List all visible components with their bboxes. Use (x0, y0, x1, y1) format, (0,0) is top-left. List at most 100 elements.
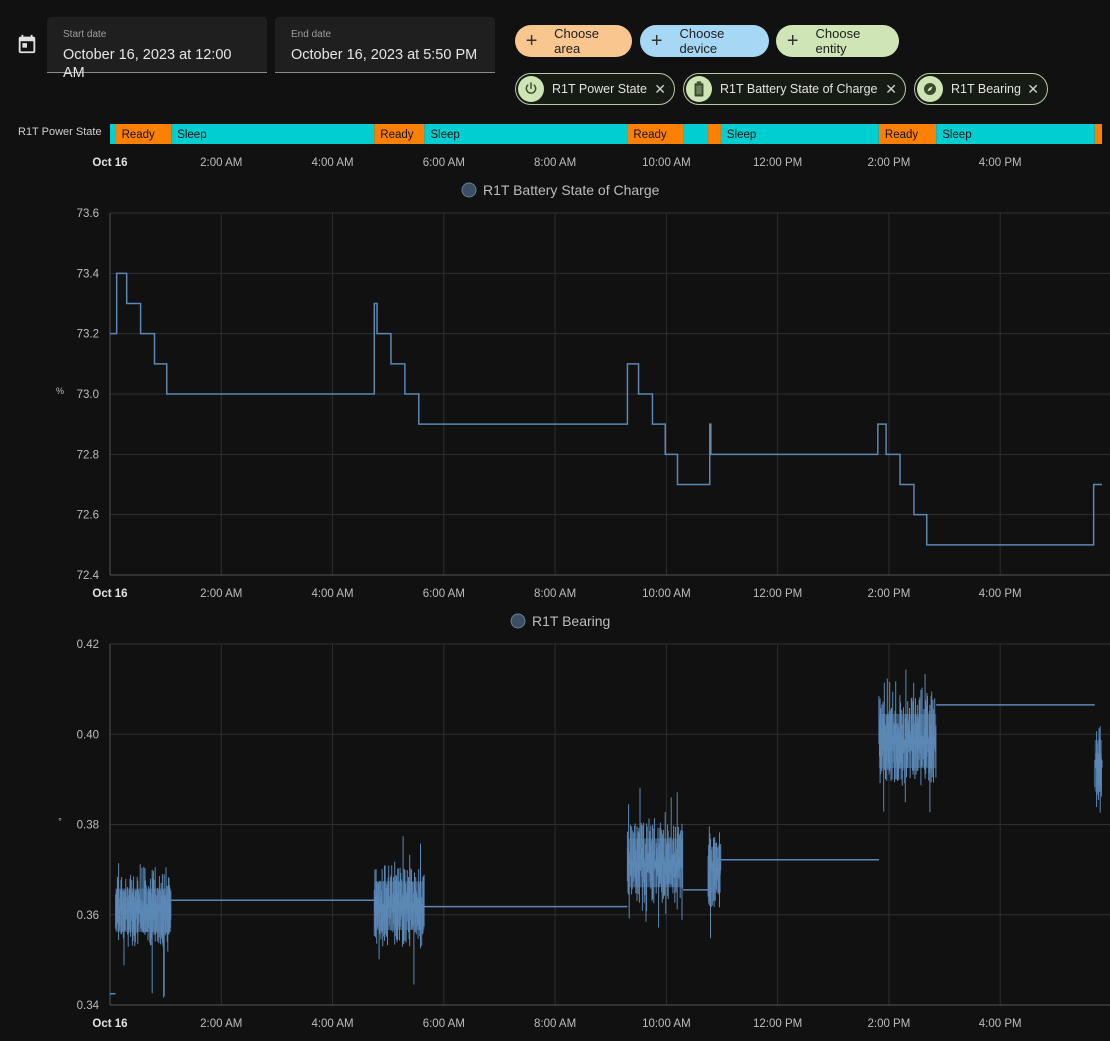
x-tick-label: 4:00 PM (979, 157, 1022, 169)
selected-entity-battery[interactable]: R1T Battery State of Charge ✕ (683, 73, 906, 105)
calendar-icon[interactable] (16, 33, 38, 55)
timeline-segment-label: Ready (633, 129, 666, 141)
timeline-segment-sleep (936, 124, 1095, 144)
battery-icon (686, 76, 712, 102)
timeline-segment-ready (878, 124, 937, 144)
x-tick-label: 4:00 AM (311, 157, 353, 169)
timeline-row-label: R1T Power State (18, 126, 102, 138)
battery-chip-label: R1T Battery State of Charge (720, 82, 878, 96)
bearing-noise-core (627, 838, 684, 888)
power-state-chip-label: R1T Power State (552, 82, 647, 96)
choose-area-label: Choose area (554, 26, 599, 56)
choose-device-button[interactable]: + Choose device (640, 25, 769, 57)
x-tick-label: 10:00 AM (642, 157, 691, 169)
timeline-segment-label: Sleep (727, 129, 756, 141)
y-tick-label: 73.2 (77, 329, 99, 341)
bearing-noise-core (115, 888, 172, 932)
bearing-noise-core (708, 846, 721, 893)
x-tick-label: 8:00 AM (534, 1018, 576, 1030)
choose-entity-label: Choose entity (815, 26, 861, 56)
bearing-noise-core (878, 713, 937, 769)
x-tick-label: 2:00 AM (200, 1018, 242, 1030)
start-date-field[interactable]: Start date October 16, 2023 at 12:00 AM (47, 17, 267, 81)
x-tick-label: 6:00 AM (423, 1018, 465, 1030)
x-tick-label: Oct 16 (92, 588, 127, 600)
timeline-segment-label: Sleep (942, 129, 971, 141)
plus-icon: + (525, 30, 538, 52)
timeline-segment-label: Sleep (430, 129, 459, 141)
x-tick-label: 10:00 AM (642, 1018, 691, 1030)
x-tick-label: 12:00 PM (753, 157, 802, 169)
selected-entity-power-state[interactable]: R1T Power State ✕ (515, 73, 675, 105)
x-tick-label: 8:00 AM (534, 157, 576, 169)
x-tick-label: 4:00 PM (979, 588, 1022, 600)
x-tick-label: 2:00 PM (867, 588, 910, 600)
y-tick-label: 0.38 (77, 820, 99, 832)
bearing-chart[interactable]: R1T Bearing 0.42 0.40 0.38 0.36 0.34 ° Oct 16 2:… (0, 606, 1110, 1041)
x-tick-label: 4:00 PM (979, 1018, 1022, 1030)
x-tick-label: 8:00 AM (534, 588, 576, 600)
timeline-segment-sleep (720, 124, 879, 144)
bearing-noise-core (374, 881, 425, 931)
timeline-segment-label: Ready (380, 129, 413, 141)
choose-device-label: Choose device (679, 26, 725, 56)
timeline-segment-ready (627, 124, 684, 144)
legend-label: R1T Bearing (532, 613, 610, 629)
timeline-segment-ready (374, 124, 425, 144)
remove-power-state-close-icon[interactable]: ✕ (654, 81, 666, 97)
start-date-value: October 16, 2023 at 12:00 AM (63, 47, 232, 81)
x-tick-label: 4:00 AM (311, 588, 353, 600)
x-tick-label: 12:00 PM (753, 1018, 802, 1030)
timeline-segment-label: Sleep (177, 129, 206, 141)
end-date-field[interactable]: End date October 16, 2023 at 5:50 PM (275, 17, 495, 73)
timeline-segment-sleep (171, 124, 375, 144)
y-axis-unit: ° (58, 817, 62, 827)
y-tick-label: 73.4 (77, 268, 100, 280)
plus-icon: + (650, 30, 663, 52)
x-tick-label: Oct 16 (92, 1018, 127, 1030)
start-date-label: Start date (63, 29, 107, 40)
timeline-segment-ready (708, 124, 721, 144)
power-state-timeline[interactable]: Ready Sleep Ready Sleep Ready Sleep Ready Sleep… (0, 118, 1110, 172)
y-axis-unit: % (56, 386, 64, 396)
legend-marker (461, 182, 477, 198)
power-icon (518, 76, 544, 102)
selected-entity-bearing[interactable]: R1T Bearing ✕ (914, 73, 1048, 105)
y-tick-label: 73.6 (77, 208, 99, 220)
y-tick-label: 72.6 (77, 510, 99, 522)
remove-bearing-close-icon[interactable]: ✕ (1027, 81, 1039, 97)
x-tick-label: 2:00 AM (200, 157, 242, 169)
x-tick-label: 2:00 PM (867, 157, 910, 169)
x-tick-label: 2:00 PM (867, 1018, 910, 1030)
timeline-segment-sleep (683, 124, 709, 144)
battery-chart[interactable]: R1T Battery State of Charge 73.6 73.4 73.2 7… (0, 172, 1110, 606)
y-tick-label: 0.40 (77, 729, 99, 741)
timeline-segment-label: Ready (122, 129, 155, 141)
compass-icon (917, 76, 943, 102)
remove-battery-close-icon[interactable]: ✕ (885, 81, 897, 97)
y-tick-label: 72.4 (77, 570, 100, 582)
end-date-value: October 16, 2023 at 5:50 PM (291, 47, 478, 63)
timeline-segment-ready (1094, 124, 1102, 144)
x-tick-label: 10:00 AM (642, 588, 691, 600)
x-tick-label: 6:00 AM (423, 157, 465, 169)
x-tick-label: 2:00 AM (200, 588, 242, 600)
y-tick-label: 0.42 (77, 639, 99, 651)
end-date-label: End date (291, 29, 332, 40)
timeline-segment-sleep (110, 124, 116, 144)
y-tick-label: 0.36 (77, 910, 99, 922)
legend-label: R1T Battery State of Charge (483, 182, 660, 198)
legend-marker (510, 613, 526, 629)
battery-series-line (110, 272, 1102, 546)
x-tick-label: 6:00 AM (423, 588, 465, 600)
y-tick-label: 73.0 (77, 389, 99, 401)
choose-area-button[interactable]: + Choose area (515, 25, 632, 57)
timeline-segment-ready (115, 124, 172, 144)
bearing-noise-core (1094, 740, 1102, 792)
y-tick-label: 0.34 (77, 1000, 100, 1012)
choose-entity-button[interactable]: + Choose entity (776, 25, 899, 57)
history-toolbar: Start date October 16, 2023 at 12:00 AM … (0, 0, 1110, 118)
bearing-chip-label: R1T Bearing (951, 82, 1021, 96)
x-tick-label: Oct 16 (92, 157, 127, 169)
plus-icon: + (786, 30, 799, 52)
